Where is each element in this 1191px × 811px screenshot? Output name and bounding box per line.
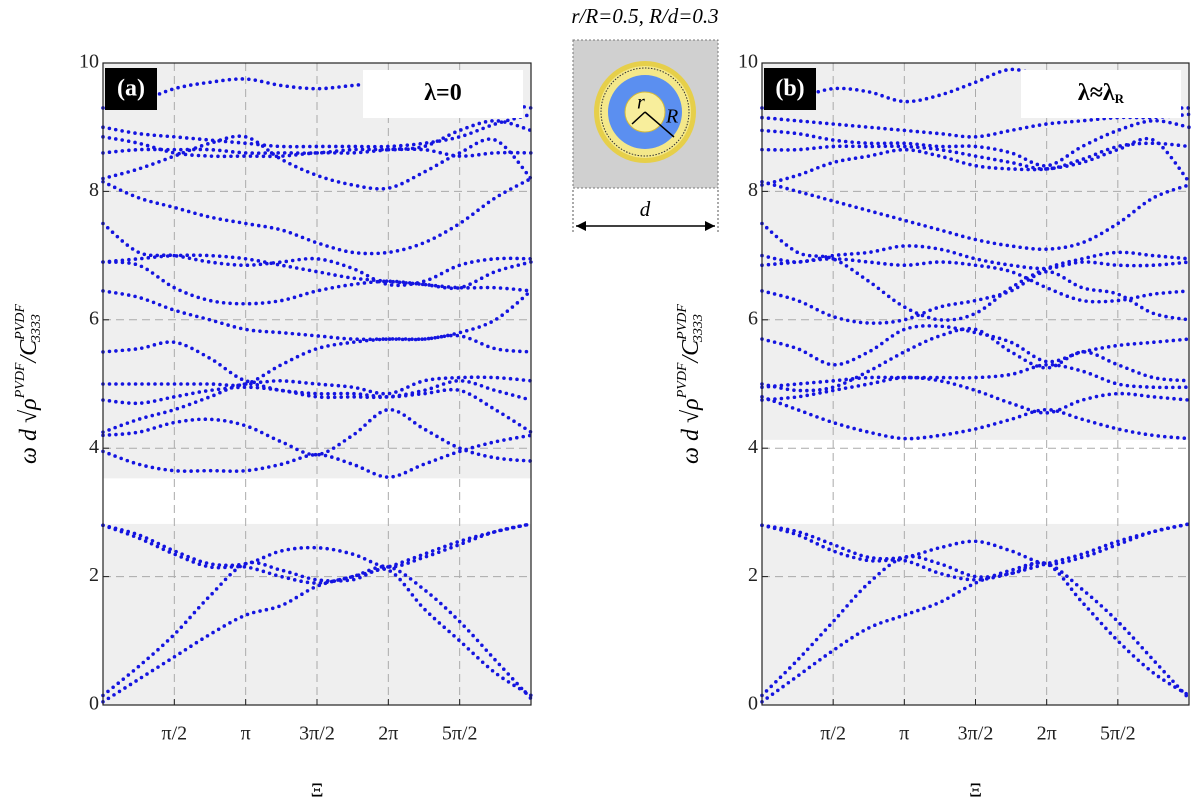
band-curve: [760, 561, 1191, 704]
y-tick-label: 2: [748, 564, 758, 586]
y-tick-label: 0: [748, 693, 758, 715]
band-curve: [760, 375, 1191, 415]
band-curve: [760, 522, 1191, 566]
inset-r-arrow: [631, 111, 646, 125]
band-curve: [760, 554, 1191, 698]
y-tick-label: 10: [79, 51, 99, 73]
y-tick-label: 10: [738, 51, 758, 73]
band-curve: [760, 244, 1191, 271]
band-curve: [101, 134, 533, 191]
band-curve: [760, 362, 1191, 390]
x-axis-label: Ξ: [311, 780, 324, 802]
band-curve: [101, 378, 533, 406]
annotation-sub: R: [1115, 91, 1125, 106]
annotation-box: [1021, 70, 1181, 118]
y-label-part: ω d √: [16, 409, 42, 464]
annotation: λ≈λR: [1078, 80, 1125, 106]
panel-label-box: [105, 68, 157, 110]
inset-d: d: [640, 197, 651, 221]
annotation-text: λ≈λ: [1078, 80, 1115, 106]
y-tick-label: 2: [89, 564, 99, 586]
band-curve: [760, 324, 1191, 367]
band-curve: [101, 407, 533, 463]
band-curve: [760, 269, 1191, 325]
band-curve: [760, 118, 1191, 168]
band-curve: [760, 136, 1191, 187]
y-tick-label: 8: [89, 179, 99, 201]
panel-label: (a): [117, 76, 145, 102]
x-tick-label: 2π: [378, 723, 398, 745]
y-label-part: /C: [16, 339, 42, 365]
panel-label: (b): [775, 76, 804, 102]
y-label-part: PVDF: [675, 362, 690, 399]
x-axis-label: Ξ: [969, 780, 982, 802]
inset-r: r: [637, 92, 645, 114]
y-axis-label: ω d √ρPVDF/CPVDF3333: [13, 304, 44, 464]
band-curve: [101, 221, 533, 288]
band-curve: [101, 253, 533, 291]
panel-label-box: [764, 68, 816, 110]
y-tick-label: 8: [748, 179, 758, 201]
figure-title: r/R=0.5, R/d=0.3: [571, 4, 718, 28]
x-tick-label: π: [241, 723, 251, 745]
y-label-part: ω d √: [678, 409, 704, 464]
x-tick-label: 3π/2: [958, 723, 994, 745]
inset-R: R: [665, 106, 678, 128]
annotation-box: [363, 70, 523, 118]
annotation: λ=0: [424, 80, 461, 106]
annotation-text: λ=0: [424, 80, 461, 106]
y-label-part: PVDF: [675, 304, 690, 341]
band-curve: [101, 564, 533, 704]
y-label-part: /C: [678, 339, 704, 365]
x-tick-label: π: [899, 723, 909, 745]
y-tick-label: 4: [89, 436, 99, 458]
x-tick-label: 3π/2: [299, 723, 335, 745]
y-tick-label: 6: [748, 307, 758, 329]
inset-ring: [600, 67, 690, 157]
inset: r R d: [572, 39, 719, 232]
band-curve: [101, 112, 533, 149]
band-curve: [101, 340, 533, 396]
band-curve: [760, 522, 1191, 582]
band-curve: [760, 326, 1191, 393]
x-tick-label: π/2: [820, 723, 846, 745]
band-curve: [101, 560, 533, 698]
y-label-part: PVDF: [13, 304, 28, 341]
band-curve: [101, 260, 533, 306]
band-curve: [760, 141, 1191, 171]
x-tick-label: 5π/2: [1100, 723, 1136, 745]
band-curve: [760, 179, 1191, 252]
band-curve: [760, 257, 1191, 304]
y-label-part: ρ: [678, 398, 704, 411]
band-curve: [101, 522, 533, 585]
band-curve: [101, 433, 533, 479]
y-label-part: PVDF: [13, 362, 28, 399]
x-tick-label: 2π: [1037, 723, 1057, 745]
y-label-part: 3333: [691, 314, 706, 343]
band-curve: [101, 118, 533, 159]
y-tick-label: 6: [89, 307, 99, 329]
y-label-part: 3333: [29, 314, 44, 343]
y-axis-label: ω d √ρPVDF/CPVDF3333: [675, 304, 706, 464]
y-tick-label: 0: [89, 693, 99, 715]
inset-R-arrow: [644, 111, 675, 138]
band-curve: [101, 289, 533, 342]
y-label-part: ρ: [16, 398, 42, 411]
x-tick-label: π/2: [162, 723, 188, 745]
y-tick-label: 4: [748, 436, 758, 458]
x-tick-label: 5π/2: [442, 723, 478, 745]
band-curve: [101, 333, 533, 388]
band-curve: [760, 395, 1191, 441]
